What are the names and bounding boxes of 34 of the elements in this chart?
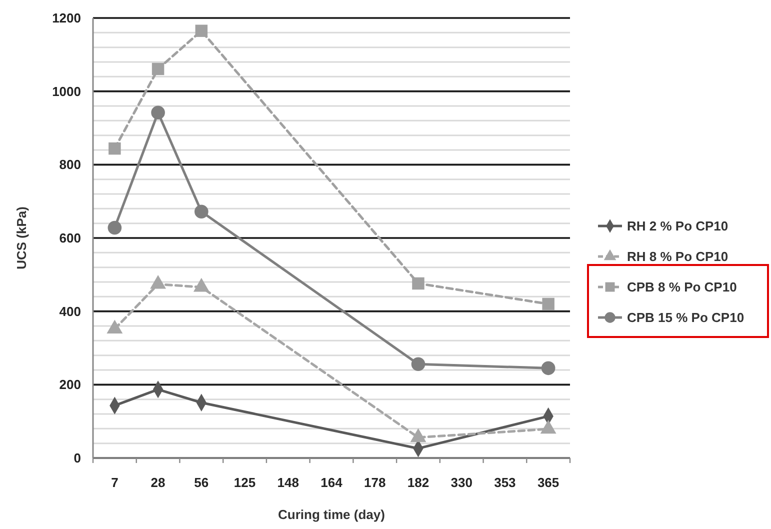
- point: [412, 277, 424, 290]
- y-tick-label: 200: [59, 377, 81, 392]
- x-tick-label: 353: [494, 475, 516, 490]
- y-tick-label: 1200: [52, 10, 81, 26]
- point: [411, 357, 426, 372]
- y-axis-title: UCS (kPa): [14, 206, 29, 270]
- y-tick-label: 1000: [52, 84, 81, 99]
- point: [541, 361, 556, 376]
- y-tick-label: 800: [59, 157, 81, 172]
- point: [108, 220, 122, 235]
- x-tick-label: 178: [364, 475, 386, 490]
- point: [542, 298, 554, 310]
- y-tick-label: 400: [59, 304, 81, 319]
- legend-label: CPB 15 % Po CP10: [627, 310, 744, 326]
- x-tick-label: 28: [150, 475, 166, 490]
- x-tick-label: 164: [320, 475, 344, 490]
- point: [151, 106, 165, 120]
- x-tick-label: 330: [450, 475, 472, 490]
- point: [195, 24, 208, 37]
- x-tick-label: 7: [111, 475, 118, 490]
- y-tick-label: 0: [74, 450, 81, 466]
- y-tick-label: 600: [59, 230, 81, 246]
- legend-label: RH 2 % Po CP10: [627, 218, 728, 234]
- x-tick-label: 148: [277, 475, 299, 490]
- legend-label: CPB 8 % Po CP10: [627, 280, 737, 295]
- point: [194, 204, 208, 218]
- x-tick-label: 125: [234, 475, 256, 490]
- x-tick-label: 182: [407, 475, 430, 490]
- legend-label: RH 8 % Po CP10: [627, 249, 728, 264]
- x-axis-title: Curing time (day): [278, 507, 385, 522]
- point: [152, 62, 164, 76]
- x-tick-label: 365: [537, 475, 560, 490]
- point: [108, 142, 121, 155]
- x-tick-label: 56: [194, 475, 209, 490]
